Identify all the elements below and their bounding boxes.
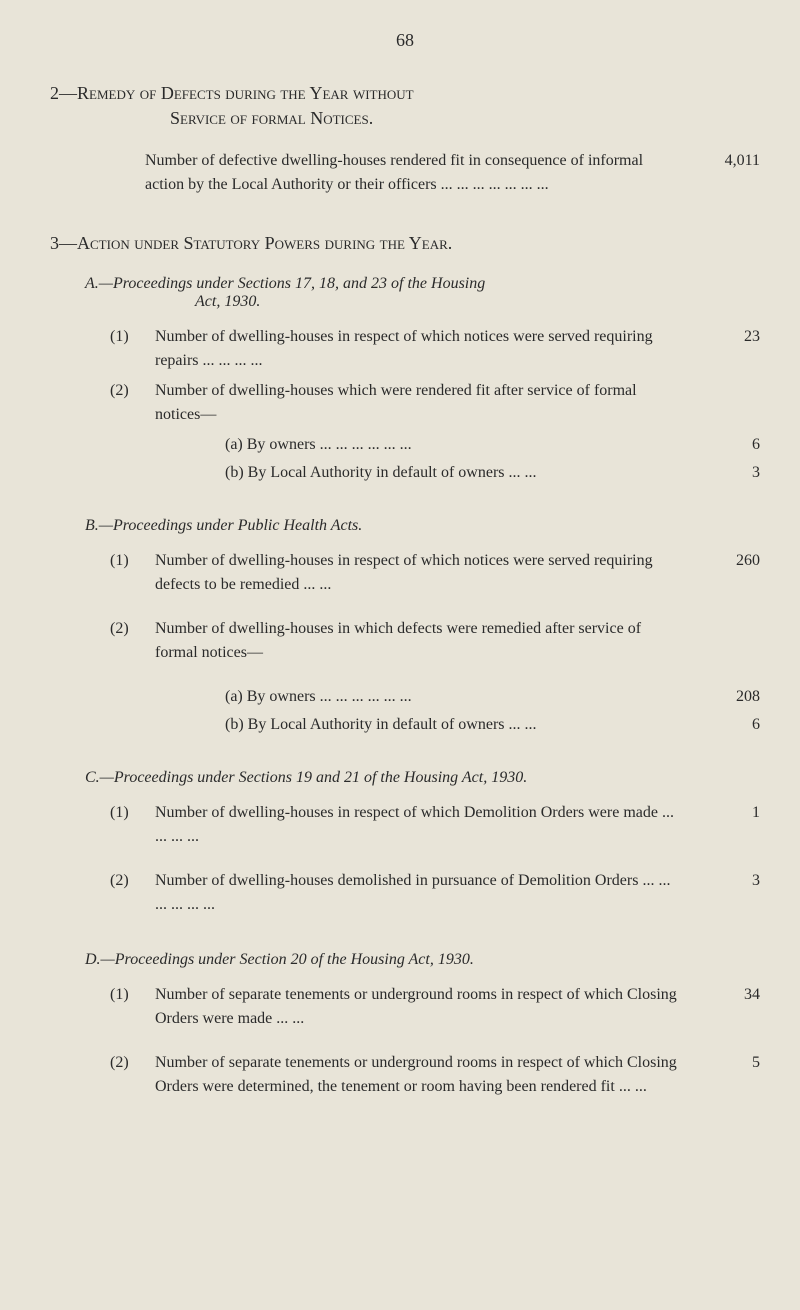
subA-item1-value: 23: [700, 325, 760, 373]
subD-item2: (2) Number of separate tenements or unde…: [50, 1051, 760, 1099]
subC-item2-num: (2): [50, 869, 110, 917]
subB-item1: (1) Number of dwelling-houses in respect…: [50, 549, 760, 597]
subB-item2-a: (a) By owners ... ... ... ... ... ... 20…: [50, 685, 760, 709]
subA-item2-b-value: 3: [700, 461, 760, 485]
subB-item2-blank: [700, 617, 760, 665]
subD-item1-text: Number of separate tenements or undergro…: [110, 983, 700, 1031]
subB-item2-text: Number of dwelling-houses in which defec…: [110, 617, 700, 665]
subC-item2-text: Number of dwelling-houses demolished in …: [110, 869, 700, 917]
subA-heading: A.—Proceedings under Sections 17, 18, an…: [50, 275, 760, 311]
subD-item1-num: (1): [50, 983, 110, 1031]
subA-item2-a: (a) By owners ... ... ... ... ... ... 6: [50, 433, 760, 457]
subD-heading: D.—Proceedings under Section 20 of the H…: [50, 951, 760, 969]
subD-item2-num: (2): [50, 1051, 110, 1099]
subC-item2-value: 3: [700, 869, 760, 917]
section2-item-value: 4,011: [700, 149, 760, 197]
subD-item1: (1) Number of separate tenements or unde…: [50, 983, 760, 1031]
subA-item1-num: (1): [50, 325, 110, 373]
subA-item2-num: (2): [50, 379, 110, 427]
page-number: 68: [50, 30, 760, 51]
subB-item2: (2) Number of dwelling-houses in which d…: [50, 617, 760, 665]
subA-item2: (2) Number of dwelling-houses which were…: [50, 379, 760, 427]
section2-item: Number of defective dwelling-houses rend…: [50, 149, 760, 197]
subA-item2-b: (b) By Local Authority in default of own…: [50, 461, 760, 485]
subA-item2-b-text: (b) By Local Authority in default of own…: [225, 461, 700, 485]
subB-item2-b-text: (b) By Local Authority in default of own…: [225, 713, 700, 737]
subB-item1-text: Number of dwelling-houses in respect of …: [110, 549, 700, 597]
subC-heading: C.—Proceedings under Sections 19 and 21 …: [50, 769, 760, 787]
subA-item2-a-value: 6: [700, 433, 760, 457]
section2-item-text: Number of defective dwelling-houses rend…: [50, 149, 700, 197]
subD-item2-value: 5: [700, 1051, 760, 1099]
subC-item1-num: (1): [50, 801, 110, 849]
section2-title-line2: Service of formal Notices.: [50, 108, 373, 128]
subA-item2-text: Number of dwelling-houses which were ren…: [110, 379, 700, 427]
subB-item2-b-value: 6: [700, 713, 760, 737]
subC-item1: (1) Number of dwelling-houses in respect…: [50, 801, 760, 849]
section2-title-line1: 2—Remedy of Defects during the Year with…: [50, 83, 414, 103]
subD-item1-value: 34: [700, 983, 760, 1031]
subB-item2-num: (2): [50, 617, 110, 665]
section2-heading: 2—Remedy of Defects during the Year with…: [50, 81, 760, 131]
subB-item2-a-text: (a) By owners ... ... ... ... ... ...: [225, 685, 700, 709]
subC-item1-value: 1: [700, 801, 760, 849]
subB-item2-b: (b) By Local Authority in default of own…: [50, 713, 760, 737]
subB-heading: B.—Proceedings under Public Health Acts.: [50, 517, 760, 535]
subA-item1: (1) Number of dwelling-houses in respect…: [50, 325, 760, 373]
subA-item2-a-text: (a) By owners ... ... ... ... ... ...: [225, 433, 700, 457]
subC-item1-text: Number of dwelling-houses in respect of …: [110, 801, 700, 849]
subA-item1-text: Number of dwelling-houses in respect of …: [110, 325, 700, 373]
subD-item2-text: Number of separate tenements or undergro…: [110, 1051, 700, 1099]
subB-item1-value: 260: [700, 549, 760, 597]
subC-item2: (2) Number of dwelling-houses demolished…: [50, 869, 760, 917]
section3-heading: 3—Action under Statutory Powers during t…: [50, 231, 760, 256]
subB-item2-a-value: 208: [700, 685, 760, 709]
subB-item1-num: (1): [50, 549, 110, 597]
subA-item2-blank: [700, 379, 760, 427]
